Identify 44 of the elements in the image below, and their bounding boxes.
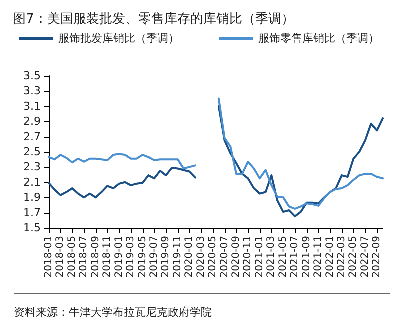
y-tick-label: 2.9 (24, 115, 41, 128)
x-tick-label: 2022-09 (372, 236, 383, 278)
x-tick-label: 2018-01 (44, 236, 54, 278)
x-tick-label: 2021-01 (254, 236, 266, 278)
x-tick-label: 2022-01 (324, 236, 336, 278)
y-tick-label: 2.7 (24, 130, 41, 144)
x-tick-label: 2022-07 (360, 236, 371, 278)
y-tick-label: 1.5 (24, 222, 41, 234)
x-tick-label: 2019-07 (148, 236, 160, 278)
x-tick-label: 2021-11 (313, 236, 324, 278)
x-tick-label: 2020-11 (242, 236, 254, 278)
x-tick-label: 2019-03 (126, 236, 137, 278)
x-tick-label: 2020-05 (208, 236, 219, 278)
x-tick-label: 2018-09 (90, 236, 102, 278)
y-tick-label: 2.1 (24, 176, 41, 189)
y-tick-label: 3.1 (24, 100, 41, 113)
x-tick-label: 2021-05 (278, 236, 289, 278)
x-tick-label: 2019-11 (172, 236, 184, 278)
x-tick-label: 2022-03 (336, 236, 348, 278)
y-tick-label: 2.5 (24, 146, 41, 158)
x-tick-label: 2019-01 (114, 236, 125, 278)
y-tick-label: 1.7 (24, 206, 41, 220)
x-tick-label: 2020-07 (219, 236, 230, 278)
x-tick-label: 2019-09 (160, 236, 172, 278)
y-tick-label: 3.5 (24, 70, 41, 82)
x-tick-label: 2018-05 (66, 236, 78, 278)
x-tick-label: 2020-09 (231, 236, 242, 278)
text: 资料来源：牛津大学布拉瓦尼克政府学院 (14, 306, 212, 319)
x-tick-label: 2021-07 (290, 236, 301, 278)
x-tick-label: 2019-05 (137, 236, 148, 278)
y-tick-label: 1.9 (24, 191, 41, 204)
x-tick-label: 2021-03 (266, 236, 278, 278)
x-tick-label: 2018-07 (78, 236, 90, 278)
legend-label: 服饰零售库销比（季调） (258, 32, 380, 45)
chart-title: 图7：美国服装批发、零售库存的库销比（季调） (13, 11, 294, 27)
y-tick-label: 3.3 (24, 84, 41, 98)
x-tick-label: 2020-01 (184, 236, 196, 278)
y-tick-label: 2.3 (24, 160, 41, 174)
x-tick-label: 2018-11 (102, 236, 114, 278)
legend-label: 服饰批发库销比（季调） (58, 32, 180, 45)
x-tick-label: 2020-03 (196, 236, 207, 278)
x-tick-label: 2022-05 (348, 236, 360, 278)
x-tick-label: 2018-03 (55, 236, 66, 278)
x-tick-label: 2021-09 (301, 236, 312, 278)
